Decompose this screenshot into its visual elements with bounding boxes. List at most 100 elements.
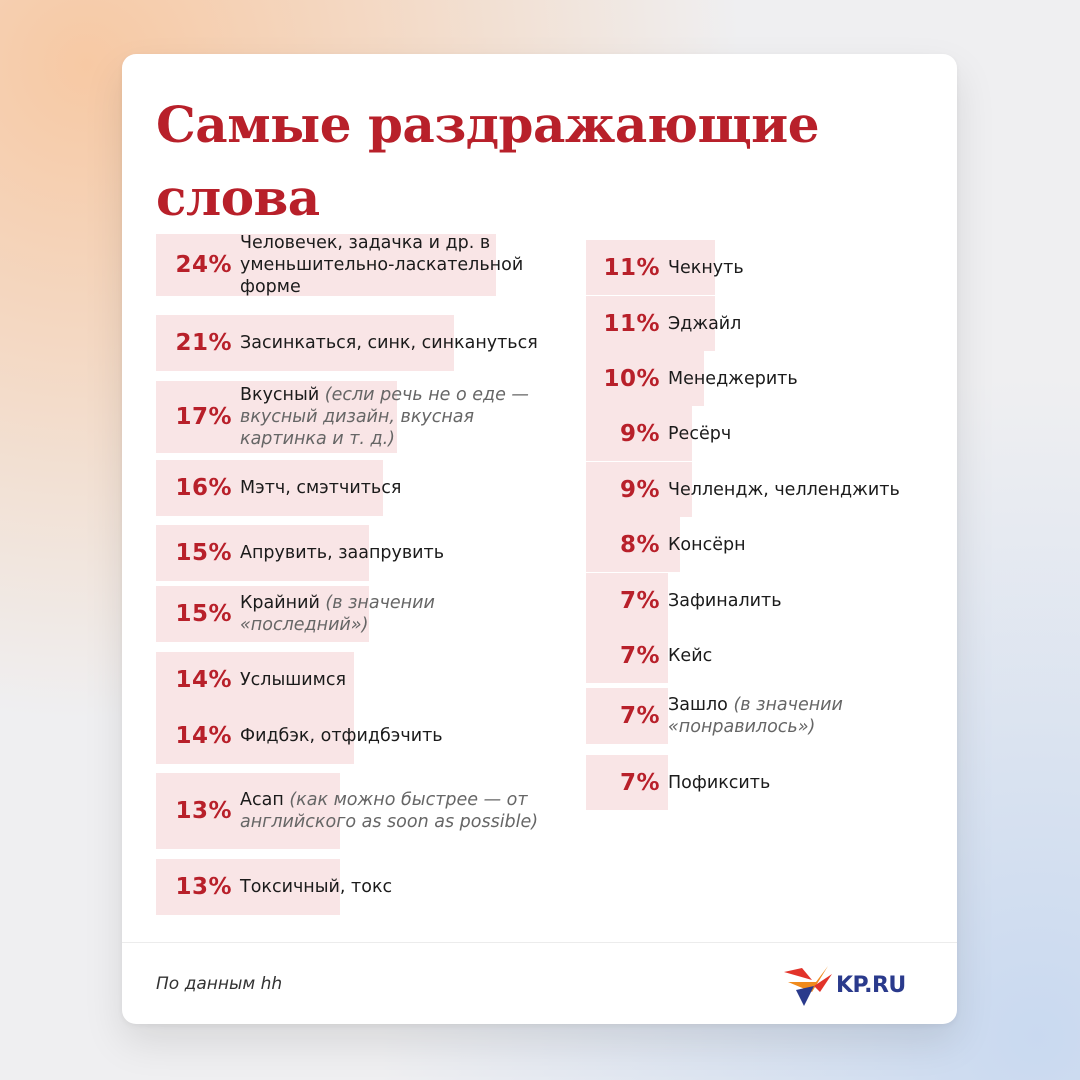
bar [156, 460, 383, 516]
word-note: (если речь не о еде — вкусный дизайн, вк… [240, 385, 529, 449]
bar-value-label: 13% [175, 798, 232, 824]
logo-text: KP.RU [836, 972, 906, 998]
bar-row: 16% Мэтч, смэтчиться [156, 460, 540, 516]
bar [156, 525, 369, 581]
chart-title: Самые раздражающие слова [156, 95, 820, 227]
bar-category-label: Засинкаться, синк, синкануться [240, 332, 540, 354]
word-text: Челлендж, челленджить [668, 479, 900, 500]
bar [586, 351, 704, 406]
bar-row: 10% Менеджерить [586, 351, 918, 406]
bar-category-label: Чекнуть [668, 257, 918, 279]
bar-row: 11% Эджайл [586, 296, 918, 351]
bar-row: 15% Апрувить, заапрувить [156, 525, 540, 581]
bar-row: 7% Кейс [586, 628, 918, 683]
bar-value-label: 10% [603, 365, 660, 392]
bar [586, 755, 668, 810]
bird-logo-icon [784, 966, 832, 1006]
bar-value-label: 21% [175, 330, 232, 356]
bar-value-label: 9% [619, 476, 660, 503]
word-text: Эджайл [668, 313, 742, 334]
word-text: Токсичный, токс [240, 877, 393, 897]
bar-category-label: Консёрн [668, 534, 918, 556]
bar [156, 381, 397, 453]
word-text: Услышимся [240, 670, 347, 690]
bar [586, 240, 715, 295]
bar-row: 7% Зафиналить [586, 573, 918, 628]
bar-value-label: 7% [619, 769, 660, 796]
bar [156, 586, 369, 642]
bar-row: 17% Вкусный (если речь не о еде — вкусный… [156, 381, 540, 453]
bar [586, 296, 715, 351]
bar-value-label: 8% [619, 531, 660, 558]
bar-category-label: Услышимся [240, 669, 540, 691]
word-note: (в значении «понравилось») [668, 695, 843, 737]
kp-logo: KP.RU [782, 962, 906, 1008]
word-text: Апрувить, заапрувить [240, 543, 445, 563]
bar-value-label: 9% [619, 420, 660, 447]
bar-category-label: Человечек, задачка и др. в уменьшительно… [240, 232, 540, 298]
word-text: Асап [240, 790, 284, 810]
bar-category-label: Ресёрч [668, 423, 918, 445]
bar-value-label: 17% [175, 404, 232, 430]
bar-value-label: 14% [175, 723, 232, 749]
bar-row: 13% Токсичный, токс [156, 859, 540, 915]
source-note: По данным hh [156, 974, 283, 994]
bar-row: 7% Зашло (в значении «понравилось») [586, 688, 918, 744]
bar-row: 11% Чекнуть [586, 240, 918, 295]
word-note: (как можно быстрее — от английского as s… [240, 790, 539, 832]
word-text: Чекнуть [668, 257, 744, 278]
bar-row: 24% Человечек, задачка и др. в уменьшител… [156, 232, 540, 298]
bar-category-label: Зашло (в значении «понравилось») [668, 694, 918, 738]
bar-row: 15% Крайний (в значении «последний») [156, 586, 540, 642]
bar-category-label: Пофиксить [668, 772, 918, 794]
bar [586, 517, 680, 572]
bar-value-label: 7% [619, 587, 660, 614]
bar-value-label: 15% [175, 601, 232, 627]
bar-category-label: Асап (как можно быстрее — от английского… [240, 789, 540, 833]
bar-category-label: Токсичный, токс [240, 876, 540, 898]
bar-value-label: 11% [603, 254, 660, 281]
bar-row: 8% Консёрн [586, 517, 918, 572]
word-text: Пофиксить [668, 772, 771, 793]
bar-row: 14% Услышимся [156, 652, 540, 708]
word-text: Зафиналить [668, 590, 782, 611]
bar-category-label: Апрувить, заапрувить [240, 542, 540, 564]
bar-category-label: Челлендж, челленджить [668, 479, 918, 501]
bar-category-label: Крайний (в значении «последний») [240, 592, 540, 636]
word-text: Консёрн [668, 534, 746, 555]
bar [586, 688, 668, 744]
bar-value-label: 7% [619, 703, 660, 729]
bar-row: 14% Фидбэк, отфидбэчить [156, 708, 540, 764]
word-text: Ресёрч [668, 423, 732, 444]
bar-category-label: Фидбэк, отфидбэчить [240, 725, 540, 747]
bar-value-label: 13% [175, 874, 232, 900]
word-text: Крайний [240, 593, 320, 613]
bar [156, 234, 496, 296]
bar-category-label: Эджайл [668, 313, 918, 335]
infographic-card: Самые раздражающие слова 24% Человечек, з… [122, 54, 957, 1024]
word-text: Зашло [668, 695, 728, 715]
bar [586, 628, 668, 683]
bar-list: 24% Человечек, задачка и др. в уменьшител… [122, 54, 957, 944]
bar-row: 7% Пофиксить [586, 755, 918, 810]
bar-value-label: 24% [175, 252, 232, 278]
word-text: Фидбэк, отфидбэчить [240, 726, 443, 746]
bar [586, 573, 668, 628]
bar-value-label: 7% [619, 642, 660, 669]
bar-row: 13% Асап (как можно быстрее — от английск… [156, 773, 540, 849]
footer-divider [122, 942, 957, 943]
bar [586, 462, 692, 517]
bar-value-label: 16% [175, 475, 232, 501]
bar-category-label: Менеджерить [668, 368, 918, 390]
bar-category-label: Кейс [668, 645, 918, 667]
word-note: (в значении «последний») [240, 593, 435, 635]
word-text: Менеджерить [668, 368, 798, 389]
bar-category-label: Вкусный (если речь не о еде — вкусный ди… [240, 384, 540, 450]
bar [156, 773, 340, 849]
bar-value-label: 11% [603, 310, 660, 337]
bar-category-label: Зафиналить [668, 590, 918, 612]
word-text: Вкусный [240, 385, 320, 405]
word-text: Человечек, задачка и др. в уменьшительно… [240, 233, 524, 297]
word-text: Засинкаться, синк, синкануться [240, 333, 538, 353]
bar-value-label: 14% [175, 667, 232, 693]
